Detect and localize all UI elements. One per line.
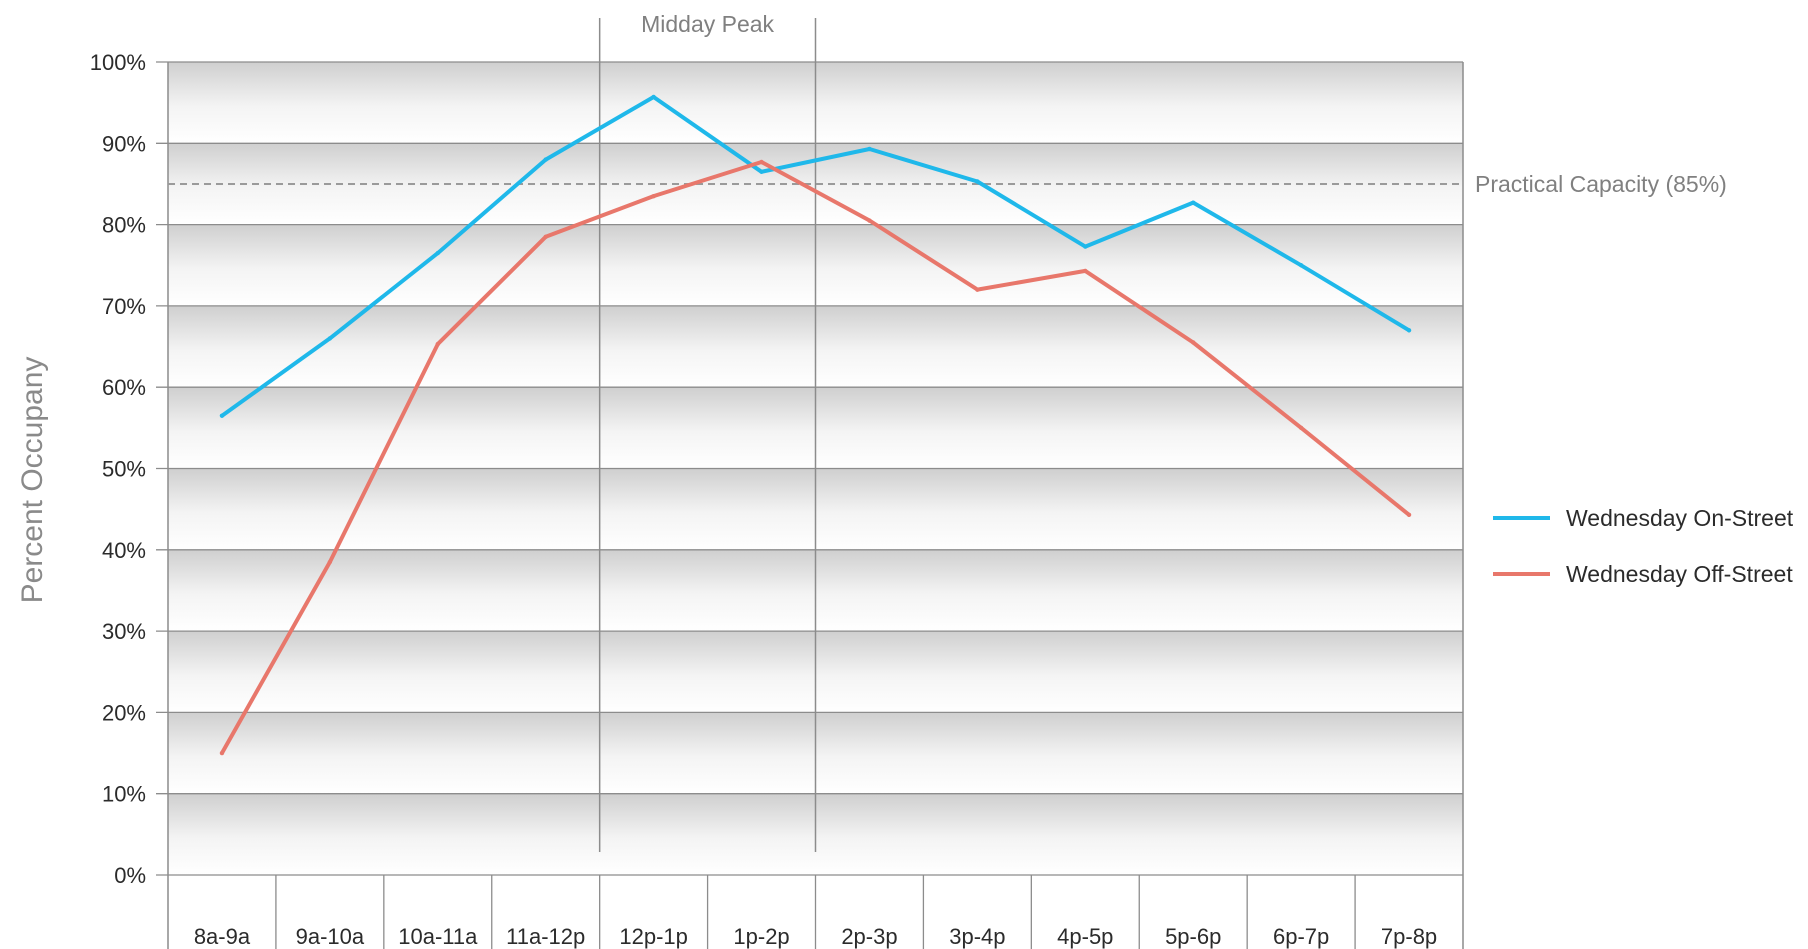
legend: Wednesday On-Street Wednesday Off-Street — [1493, 505, 1794, 587]
series-line-off-street — [220, 160, 1411, 755]
data-point-on-street — [1191, 200, 1196, 205]
practical-capacity-label: Practical Capacity (85%) — [1475, 171, 1727, 197]
series-line-on-street — [220, 95, 1411, 418]
data-point-on-street — [651, 94, 656, 100]
y-tick-label: 90% — [102, 131, 146, 156]
x-category-label: 8a-9a — [194, 924, 251, 949]
x-category-labels: 8a-9a 9a-10a 10a-11a 11a-12p 12p-1p 1p-2p 2p-3… — [194, 924, 1437, 949]
data-point-off-street — [1406, 512, 1412, 518]
x-category-label: 3p-4p — [949, 924, 1005, 949]
data-point-off-street — [219, 750, 225, 756]
x-category-label: 6p-7p — [1273, 924, 1329, 949]
data-point-off-street — [867, 218, 872, 223]
y-tick-label: 80% — [102, 213, 146, 238]
x-category-label: 2p-3p — [841, 924, 897, 949]
axes — [167, 62, 1464, 949]
data-point-off-street — [327, 559, 333, 565]
data-point-on-street — [219, 413, 225, 418]
data-point-off-street — [759, 159, 764, 165]
x-category-label: 1p-2p — [733, 924, 789, 949]
data-point-on-street — [1406, 328, 1412, 333]
y-tick-label: 70% — [102, 294, 146, 319]
y-tick-label: 0% — [114, 863, 146, 888]
data-point-off-street — [651, 193, 656, 199]
data-point-off-street — [1083, 268, 1088, 274]
grid-lines — [156, 61, 1463, 876]
data-point-off-street — [975, 287, 980, 292]
data-point-on-street — [975, 179, 980, 184]
y-axis-label: Percent Occupany — [16, 357, 49, 604]
practical-capacity-reference: Practical Capacity (85%) — [168, 171, 1727, 197]
legend-label-on-street: Wednesday On-Street — [1566, 505, 1794, 531]
y-tick-label: 10% — [102, 782, 146, 807]
y-tick-label: 40% — [102, 538, 146, 563]
data-point-off-street — [435, 341, 440, 347]
y-tick-label: 20% — [102, 700, 146, 725]
data-point-on-street — [543, 157, 548, 162]
legend-label-off-street: Wednesday Off-Street — [1566, 561, 1793, 587]
data-point-on-street — [867, 146, 872, 152]
x-category-label: 10a-11a — [398, 924, 478, 949]
x-category-label: 9a-10a — [296, 924, 365, 949]
data-point-off-street — [1298, 425, 1304, 431]
x-category-label: 4p-5p — [1057, 924, 1113, 949]
x-category-label: 5p-6p — [1165, 924, 1221, 949]
data-point-on-street — [435, 250, 440, 256]
x-category-label: 7p-8p — [1381, 924, 1437, 949]
y-tick-label: 30% — [102, 619, 146, 644]
data-point-off-street — [543, 234, 548, 239]
data-point-on-street — [1083, 244, 1088, 249]
midday-peak-highlight: Midday Peak — [598, 11, 817, 852]
y-tick-labels: 0% 10% 20% 30% 40% 50% 60% 70% 80% 90% 100% — [90, 50, 146, 888]
y-tick-label: 60% — [102, 375, 146, 400]
data-series — [219, 94, 1412, 756]
midday-peak-label: Midday Peak — [641, 11, 774, 37]
x-category-label: 12p-1p — [619, 924, 688, 949]
x-category-label: 11a-12p — [506, 924, 585, 949]
data-point-off-street — [1191, 340, 1196, 345]
data-point-on-street — [759, 169, 764, 174]
data-point-on-street — [1298, 263, 1304, 268]
data-point-on-street — [327, 336, 333, 341]
y-tick-label: 50% — [102, 457, 146, 482]
y-tick-label: 100% — [90, 50, 146, 75]
